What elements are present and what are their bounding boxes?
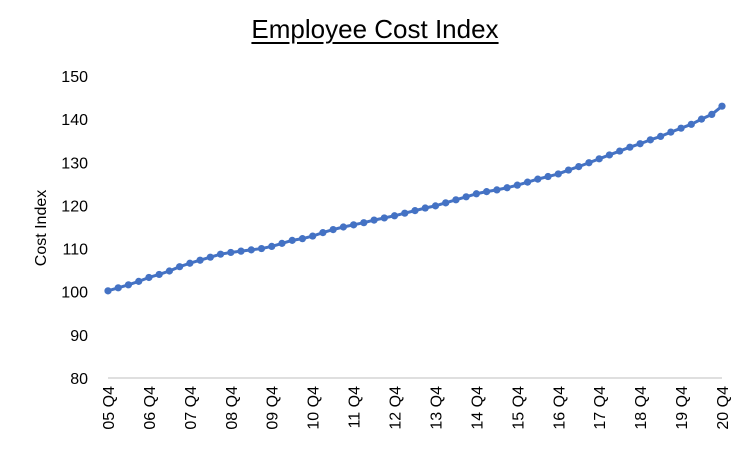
x-tick-label: 12 Q4	[388, 386, 405, 430]
data-point	[534, 175, 542, 183]
data-point	[196, 256, 204, 264]
data-point	[708, 110, 716, 118]
data-point	[298, 235, 307, 243]
y-tick-label: 130	[61, 155, 88, 172]
chart-title: Employee Cost Index	[251, 14, 499, 44]
data-point	[165, 267, 173, 275]
data-point	[503, 184, 511, 192]
data-point	[339, 223, 347, 231]
data-point	[370, 216, 378, 224]
data-point	[462, 193, 470, 201]
data-point	[237, 247, 245, 255]
data-point	[155, 270, 163, 279]
data-point	[288, 236, 296, 244]
data-point	[595, 155, 603, 163]
y-tick-label: 110	[62, 242, 88, 259]
data-point	[309, 232, 317, 240]
data-point	[216, 250, 225, 258]
data-point	[401, 209, 409, 217]
x-tick-label: 10 Q4	[306, 386, 323, 430]
data-point	[278, 239, 286, 247]
y-tick-label: 80	[70, 371, 88, 388]
data-point	[687, 120, 695, 128]
data-point	[667, 128, 675, 136]
y-tick-labels: 80 90 100 110 120 130 140 150	[61, 69, 88, 388]
data-point	[268, 242, 276, 251]
x-tick-label: 20 Q4	[715, 386, 732, 430]
x-tick-label: 14 Q4	[469, 386, 486, 430]
data-point	[718, 102, 726, 110]
x-tick-label: 17 Q4	[592, 386, 609, 430]
data-point	[186, 259, 194, 267]
data-point	[206, 253, 214, 261]
data-point	[483, 188, 491, 196]
data-point	[677, 124, 685, 132]
data-point	[104, 287, 112, 295]
data-point	[350, 221, 358, 229]
x-tick-label: 09 Q4	[265, 386, 282, 430]
data-point	[135, 277, 143, 285]
data-point	[564, 166, 573, 174]
x-tick-label: 05 Q4	[101, 386, 118, 430]
y-tick-label: 120	[61, 198, 88, 215]
x-tick-label: 06 Q4	[142, 386, 159, 430]
data-point	[176, 263, 184, 271]
data-point	[319, 229, 327, 237]
data-point	[329, 225, 337, 234]
data-point	[114, 284, 122, 292]
data-point	[380, 214, 388, 222]
series	[104, 102, 726, 295]
y-tick-label: 150	[61, 69, 88, 86]
data-point	[390, 212, 399, 220]
x-tick-label: 16 Q4	[551, 386, 568, 430]
data-point	[544, 172, 552, 181]
data-point	[452, 196, 460, 204]
data-point	[472, 190, 480, 198]
x-tick-labels: 05 Q4 06 Q4 07 Q4 08 Q4 09 Q4 10 Q4 11 Q4 12 Q4…	[101, 386, 732, 430]
x-tick-label: 08 Q4	[224, 386, 241, 430]
data-point	[431, 202, 440, 210]
data-point	[657, 132, 665, 140]
data-point	[697, 115, 706, 123]
data-point	[616, 147, 624, 155]
data-point	[145, 273, 153, 282]
data-point	[554, 170, 562, 178]
data-point	[360, 219, 368, 227]
data-point	[442, 199, 450, 207]
data-point	[257, 244, 266, 253]
data-point	[227, 248, 235, 257]
data-point	[575, 163, 583, 171]
data-point	[636, 140, 644, 148]
data-point	[605, 151, 614, 159]
data-point	[247, 246, 255, 254]
x-tick-label: 07 Q4	[183, 386, 200, 430]
y-tick-label: 90	[70, 328, 88, 345]
y-tick-label: 140	[61, 112, 88, 129]
x-tick-label: 13 Q4	[428, 386, 445, 430]
x-tick-label: 11 Q4	[347, 386, 364, 429]
y-tick-label: 100	[61, 285, 88, 302]
data-point	[523, 178, 532, 186]
x-tick-label: 15 Q4	[510, 386, 527, 430]
data-point	[493, 186, 501, 194]
data-point	[421, 204, 429, 212]
data-point	[513, 181, 521, 189]
x-tick-label: 18 Q4	[633, 386, 650, 430]
data-point	[585, 159, 593, 167]
y-axis-title: Cost Index	[33, 190, 50, 266]
x-tick-label: 19 Q4	[674, 386, 691, 430]
data-point	[626, 143, 634, 151]
data-point	[411, 207, 419, 215]
data-point	[124, 281, 133, 289]
data-point	[646, 136, 654, 144]
